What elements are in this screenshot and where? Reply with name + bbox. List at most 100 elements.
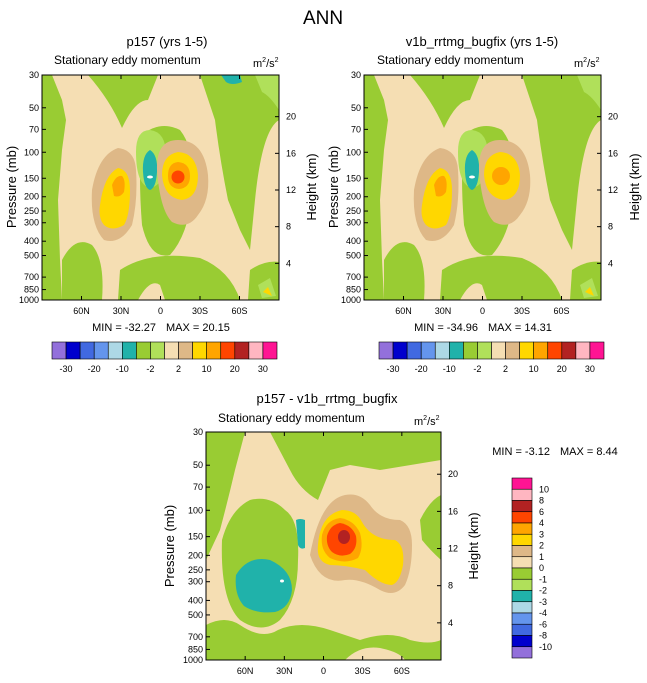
- y-tick-label: 70: [29, 124, 39, 134]
- colorbar-swatch: [392, 341, 408, 360]
- colorbar-swatch: [511, 646, 533, 659]
- figure-title: ANN: [303, 8, 343, 29]
- colorbar-label: 2: [176, 364, 181, 374]
- units-label: m2/s2: [253, 57, 279, 70]
- colorbar-swatch: [477, 341, 492, 360]
- colorbar-swatch: [511, 601, 533, 614]
- x-tick-label: 60N: [73, 306, 90, 316]
- y-tick-label: 400: [346, 236, 361, 246]
- colorbar-swatch: [136, 341, 151, 360]
- y-tick-label: 400: [24, 236, 39, 246]
- colorbar-swatch: [561, 341, 577, 360]
- y-axis-label: Pressure (mb): [326, 146, 341, 228]
- colorbar-label: 20: [557, 364, 567, 374]
- colorbar-label: -10: [443, 364, 456, 374]
- x-tick-label: 30N: [113, 306, 130, 316]
- colorbar-label: 4: [539, 518, 544, 528]
- colorbar-swatch: [519, 341, 534, 360]
- colorbar-swatch: [234, 341, 250, 360]
- max-label: MAX = 14.31: [488, 322, 552, 334]
- y-tick-label: 200: [346, 192, 361, 202]
- y2-axis-label: Height (km): [466, 512, 481, 579]
- colorbar-label: -2: [539, 586, 547, 596]
- y-tick-label: 100: [346, 147, 361, 157]
- panel-diff: p157 - v1b_rrtmg_bugfix Stationary eddy …: [162, 391, 618, 676]
- y2-tick-label: 12: [448, 544, 458, 554]
- y-tick-label: 150: [188, 532, 203, 542]
- x-tick-label: 30N: [276, 666, 293, 676]
- y-tick-label: 250: [24, 206, 39, 216]
- colorbar-swatch: [511, 477, 533, 490]
- contour-field: [206, 432, 441, 660]
- colorbar-swatch: [449, 341, 464, 360]
- y-tick-label: 50: [29, 103, 39, 113]
- colorbar-label: -10: [539, 642, 552, 652]
- y-tick-label: 250: [346, 206, 361, 216]
- y-tick-label: 200: [188, 550, 203, 560]
- y-tick-label: 50: [351, 103, 361, 113]
- x-tick-label: 60S: [553, 306, 569, 316]
- contour-field: [42, 75, 279, 300]
- y-tick-label: 150: [346, 173, 361, 183]
- colorbar-swatch: [206, 341, 222, 360]
- panel-subtitle: Stationary eddy momentum: [54, 53, 201, 67]
- y2-tick-label: 20: [286, 112, 296, 122]
- colorbar-swatch: [575, 341, 591, 360]
- y2-tick-label: 20: [448, 469, 458, 479]
- y2-tick-label: 12: [608, 185, 618, 195]
- panel-v1b: v1b_rrtmg_bugfix (yrs 1-5) Stationary ed…: [326, 34, 642, 374]
- colorbar-swatch: [511, 488, 533, 501]
- y-tick-label: 700: [188, 632, 203, 642]
- min-label: MIN = -34.96: [414, 322, 478, 334]
- colorbar-label: 20: [230, 364, 240, 374]
- y2-axis-label: Height (km): [304, 153, 319, 220]
- colorbar-label: 2: [539, 541, 544, 551]
- colorbar-swatch: [178, 341, 193, 360]
- colorbar-swatch: [511, 635, 533, 648]
- colorbar-swatch: [511, 533, 533, 546]
- x-tick-label: 60S: [231, 306, 247, 316]
- y-tick-label: 400: [188, 595, 203, 605]
- colorbar-swatch: [547, 341, 563, 360]
- y-tick-label: 150: [24, 173, 39, 183]
- colorbar-swatch: [511, 590, 533, 603]
- x-tick-label: 30S: [192, 306, 208, 316]
- colorbar-swatch: [533, 341, 549, 360]
- y-tick-label: 70: [193, 482, 203, 492]
- colorbar: -30 -20 -10 -2 2 10 20 30: [378, 341, 605, 374]
- min-label: MIN = -32.27: [92, 322, 156, 334]
- colorbar-label: -3: [539, 597, 547, 607]
- y-tick-label: 850: [346, 285, 361, 295]
- x-tick-label: 0: [321, 666, 326, 676]
- y2-tick-label: 16: [448, 506, 458, 516]
- y-axis-label: Pressure (mb): [162, 505, 177, 587]
- colorbar-label: -20: [415, 364, 428, 374]
- min-label: MIN = -3.12: [492, 446, 550, 458]
- colorbar-swatch: [420, 341, 436, 360]
- colorbar-label: -2: [146, 364, 154, 374]
- colorbar-label: -10: [116, 364, 129, 374]
- y2-tick-label: 20: [608, 112, 618, 122]
- panel-p157: p157 (yrs 1-5) Stationary eddy momentum …: [4, 34, 319, 374]
- y-tick-label: 1000: [183, 655, 203, 665]
- colorbar-swatch: [150, 341, 165, 360]
- colorbar-swatch: [511, 623, 533, 636]
- colorbar-swatch: [378, 341, 394, 360]
- colorbar-label: 2: [503, 364, 508, 374]
- x-tick-label: 60N: [395, 306, 412, 316]
- colorbar-label: 10: [529, 364, 539, 374]
- x-tick-label: 0: [480, 306, 485, 316]
- y-tick-label: 100: [188, 505, 203, 515]
- y2-tick-label: 8: [448, 581, 453, 591]
- y-tick-label: 300: [346, 218, 361, 228]
- colorbar-swatch: [589, 341, 605, 360]
- colorbar-swatch: [65, 341, 81, 360]
- units-label: m2/s2: [574, 57, 600, 70]
- y2-tick-label: 8: [286, 222, 291, 232]
- colorbar-swatch: [511, 612, 533, 625]
- y-tick-label: 500: [346, 251, 361, 261]
- colorbar-swatch: [248, 341, 264, 360]
- y-tick-label: 500: [24, 251, 39, 261]
